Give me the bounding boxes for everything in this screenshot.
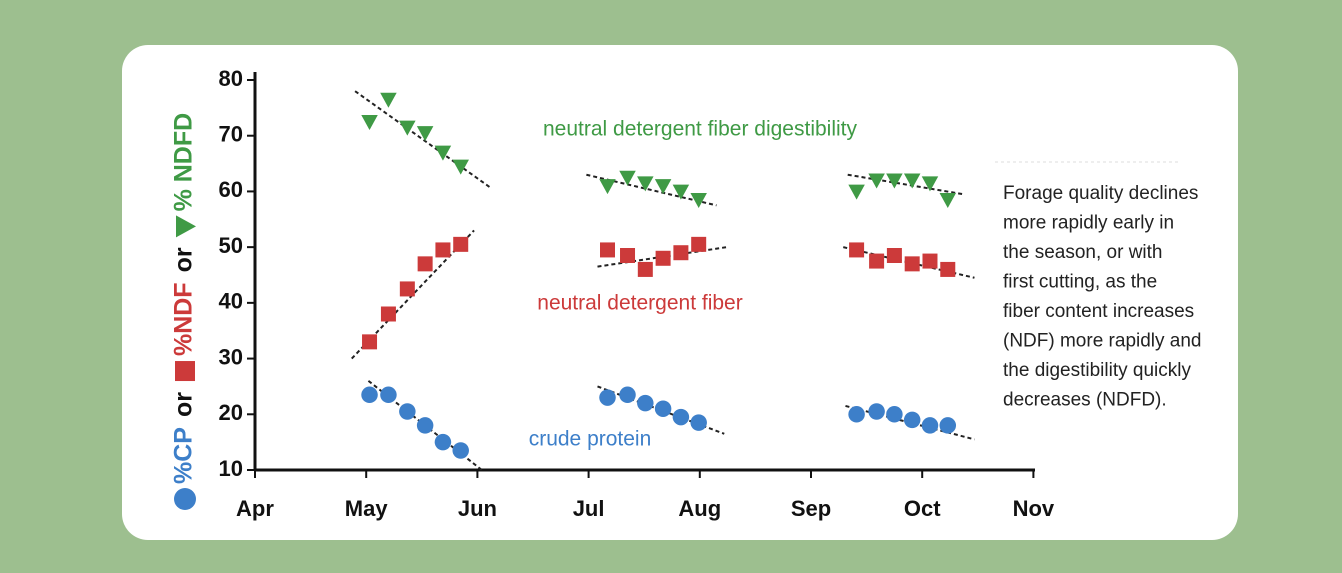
point — [921, 417, 939, 434]
point — [619, 170, 636, 186]
series-label: crude protein — [529, 428, 652, 451]
point — [886, 248, 902, 263]
marker — [176, 215, 196, 238]
point — [939, 417, 957, 434]
point — [435, 242, 451, 258]
point — [380, 386, 397, 404]
point — [637, 394, 654, 412]
series-label: neutral detergent fiber — [537, 292, 742, 315]
y-label-part: or — [170, 392, 198, 417]
marker — [175, 361, 195, 382]
x-tick-label: Jun — [458, 496, 497, 521]
x-tick-label: Jul — [573, 496, 605, 521]
point — [620, 248, 636, 263]
annotation-line: the season, or with — [1003, 242, 1162, 263]
point — [416, 417, 434, 434]
point — [600, 242, 616, 258]
point — [848, 184, 865, 200]
point — [691, 236, 707, 252]
annotation-line: the digestibility quickly — [1003, 360, 1191, 381]
x-tick-label: Aug — [678, 496, 721, 521]
point — [417, 256, 433, 272]
annotation-line: more rapidly early in — [1003, 213, 1174, 234]
point — [399, 281, 415, 297]
point — [599, 179, 616, 195]
point — [868, 173, 885, 189]
point — [380, 92, 397, 108]
point — [690, 193, 707, 209]
point — [416, 126, 434, 142]
annotation-line: fiber content increases — [1003, 301, 1194, 322]
point — [921, 176, 939, 192]
point — [434, 433, 452, 451]
point — [434, 145, 452, 161]
y-tick-label: 20 — [219, 400, 243, 425]
point — [453, 236, 469, 252]
marker — [174, 488, 196, 510]
point — [940, 261, 956, 277]
point — [399, 403, 416, 420]
y-label-part: % NDFD — [170, 113, 198, 212]
point — [452, 159, 469, 175]
y-label-part: %CP — [170, 427, 198, 484]
point — [452, 442, 469, 459]
point — [599, 389, 616, 406]
point — [672, 408, 690, 426]
point — [869, 253, 885, 269]
point — [672, 184, 690, 200]
annotation-line: decreases (NDFD). — [1003, 390, 1167, 411]
y-tick-label: 80 — [219, 66, 243, 91]
point — [904, 256, 920, 272]
y-axis-label: %CP or %NDF or % NDFD — [170, 113, 198, 510]
point — [361, 386, 378, 404]
point — [922, 253, 938, 269]
point — [848, 406, 865, 423]
point — [380, 306, 396, 322]
x-tick-label: Nov — [1013, 496, 1055, 521]
x-tick-label: Apr — [236, 496, 274, 521]
point — [673, 245, 689, 261]
y-tick-label: 30 — [219, 344, 243, 369]
point — [690, 414, 707, 431]
series-label: neutral detergent fiber digestibility — [543, 118, 858, 141]
point — [399, 120, 416, 136]
point — [886, 406, 903, 423]
x-tick-label: May — [345, 496, 389, 521]
y-tick-label: 40 — [219, 289, 243, 314]
y-label-part: %NDF — [170, 282, 198, 356]
point — [655, 250, 671, 266]
y-tick-label: 60 — [219, 177, 243, 202]
annotation-line: first cutting, as the — [1003, 272, 1157, 293]
y-label-part: or — [170, 247, 198, 272]
point — [361, 115, 378, 131]
y-tick-label: 70 — [219, 122, 243, 147]
point — [654, 179, 672, 195]
point — [362, 334, 378, 350]
point — [619, 386, 636, 404]
point — [868, 403, 885, 420]
point — [903, 411, 921, 429]
point — [886, 173, 903, 189]
point — [849, 242, 865, 258]
x-tick-label: Oct — [904, 496, 941, 521]
x-tick-label: Sep — [791, 496, 831, 521]
annotation-line: (NDF) more rapidly and — [1003, 331, 1202, 352]
point — [654, 400, 672, 417]
point — [637, 261, 653, 277]
point — [637, 176, 654, 192]
y-tick-label: 10 — [219, 456, 243, 481]
point — [939, 193, 957, 209]
trend-line — [847, 173, 964, 196]
y-tick-label: 50 — [219, 233, 243, 258]
point — [903, 173, 921, 189]
annotation-line: Forage quality declines — [1003, 183, 1198, 204]
